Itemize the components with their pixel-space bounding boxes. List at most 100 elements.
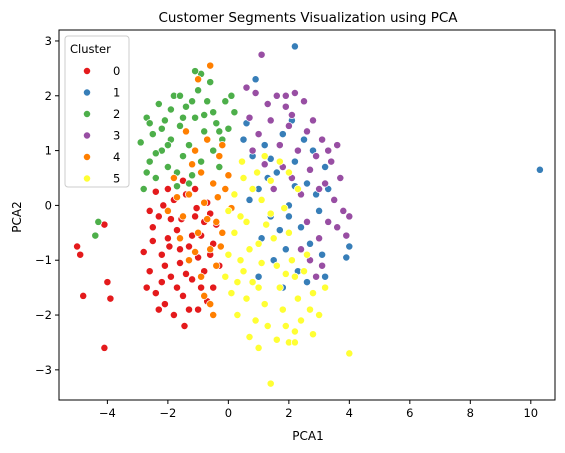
point-cluster-5-57 [263, 221, 270, 228]
point-cluster-2-41 [210, 109, 217, 116]
point-cluster-5-35 [240, 174, 247, 181]
point-cluster-5-59 [254, 169, 261, 176]
point-cluster-2-1 [92, 232, 99, 239]
point-cluster-3-8 [309, 117, 316, 124]
point-cluster-2-43 [173, 183, 180, 190]
point-cluster-4-3 [192, 147, 199, 154]
point-cluster-4-7 [198, 169, 205, 176]
point-cluster-4-27 [225, 172, 232, 179]
point-cluster-4-25 [189, 161, 196, 168]
chart-title: Customer Segments Visualization using PC… [158, 10, 458, 26]
legend-label-4: 4 [113, 150, 120, 164]
point-cluster-5-58 [281, 205, 288, 212]
point-cluster-2-22 [198, 158, 205, 165]
point-cluster-4-30 [204, 216, 211, 223]
point-cluster-0-23 [192, 213, 199, 220]
point-cluster-1-37 [285, 213, 292, 220]
point-cluster-0-10 [152, 290, 159, 297]
legend-label-3: 3 [113, 129, 120, 143]
point-cluster-0-1 [77, 251, 84, 258]
point-cluster-3-7 [300, 98, 307, 105]
point-cluster-3-24 [325, 218, 332, 225]
point-cluster-5-0 [267, 380, 274, 387]
point-cluster-2-16 [179, 153, 186, 160]
legend-marker-3 [83, 132, 90, 139]
point-cluster-2-8 [155, 100, 162, 107]
point-cluster-4-8 [185, 191, 192, 198]
point-cluster-5-33 [300, 268, 307, 275]
point-cluster-0-12 [158, 251, 165, 258]
point-cluster-1-31 [246, 196, 253, 203]
point-cluster-1-3 [343, 254, 350, 261]
point-cluster-2-31 [225, 125, 232, 132]
point-cluster-1-1 [536, 166, 543, 173]
legend-label-0: 0 [113, 64, 120, 78]
point-cluster-3-39 [282, 92, 289, 99]
point-cluster-3-4 [273, 92, 280, 99]
point-cluster-4-1 [195, 76, 202, 83]
point-cluster-0-36 [185, 306, 192, 313]
x-tick-label: 0 [225, 406, 232, 420]
point-cluster-5-53 [322, 284, 329, 291]
point-cluster-5-25 [252, 317, 259, 324]
point-cluster-0-6 [101, 344, 108, 351]
point-cluster-5-21 [316, 311, 323, 318]
y-tick-label: 2 [45, 89, 52, 103]
point-cluster-3-31 [270, 185, 277, 192]
point-cluster-5-1 [346, 350, 353, 357]
point-cluster-5-47 [306, 306, 313, 313]
point-cluster-0-34 [167, 216, 174, 223]
point-cluster-3-16 [267, 117, 274, 124]
point-cluster-3-14 [246, 114, 253, 121]
point-cluster-0-14 [164, 235, 171, 242]
point-cluster-5-55 [222, 273, 229, 280]
point-cluster-5-9 [243, 218, 250, 225]
point-cluster-5-50 [273, 336, 280, 343]
point-cluster-5-14 [273, 262, 280, 269]
point-cluster-2-39 [189, 98, 196, 105]
point-cluster-4-21 [213, 262, 220, 269]
point-cluster-2-40 [201, 111, 208, 118]
point-cluster-2-15 [176, 122, 183, 129]
x-tick-label: −4 [99, 406, 116, 420]
point-cluster-2-20 [192, 114, 199, 121]
point-cluster-1-13 [291, 158, 298, 165]
point-cluster-2-32 [228, 92, 235, 99]
point-cluster-3-27 [297, 246, 304, 253]
point-cluster-5-46 [282, 270, 289, 277]
point-cluster-1-23 [306, 240, 313, 247]
point-cluster-1-32 [255, 273, 262, 280]
point-cluster-0-29 [210, 284, 217, 291]
x-tick-label: 4 [346, 406, 353, 420]
point-cluster-2-42 [164, 142, 171, 149]
point-cluster-3-21 [313, 153, 320, 160]
y-tick-label: 1 [45, 144, 52, 158]
x-tick-label: 8 [467, 406, 474, 420]
point-cluster-2-23 [201, 128, 208, 135]
point-cluster-5-38 [267, 177, 274, 184]
y-tick-label: −2 [35, 308, 52, 322]
point-cluster-3-44 [340, 207, 347, 214]
point-cluster-5-6 [225, 207, 232, 214]
point-cluster-4-23 [210, 311, 217, 318]
point-cluster-5-13 [267, 210, 274, 217]
legend: Cluster 012345 [65, 36, 129, 187]
point-cluster-4-29 [214, 194, 221, 201]
point-cluster-5-22 [228, 290, 235, 297]
point-cluster-4-5 [216, 153, 223, 160]
point-cluster-2-27 [213, 120, 220, 127]
point-cluster-0-51 [182, 270, 189, 277]
point-cluster-3-30 [261, 161, 268, 168]
point-cluster-2-46 [143, 169, 150, 176]
point-cluster-1-17 [316, 207, 323, 214]
point-cluster-0-13 [161, 301, 168, 308]
point-cluster-0-15 [167, 273, 174, 280]
point-cluster-2-19 [189, 172, 196, 179]
y-tick-label: 0 [45, 198, 52, 212]
point-cluster-5-8 [237, 257, 244, 264]
point-cluster-5-23 [234, 311, 241, 318]
point-cluster-3-22 [322, 180, 329, 187]
point-cluster-2-10 [161, 117, 168, 124]
point-cluster-1-4 [252, 76, 259, 83]
point-cluster-0-57 [193, 205, 200, 212]
